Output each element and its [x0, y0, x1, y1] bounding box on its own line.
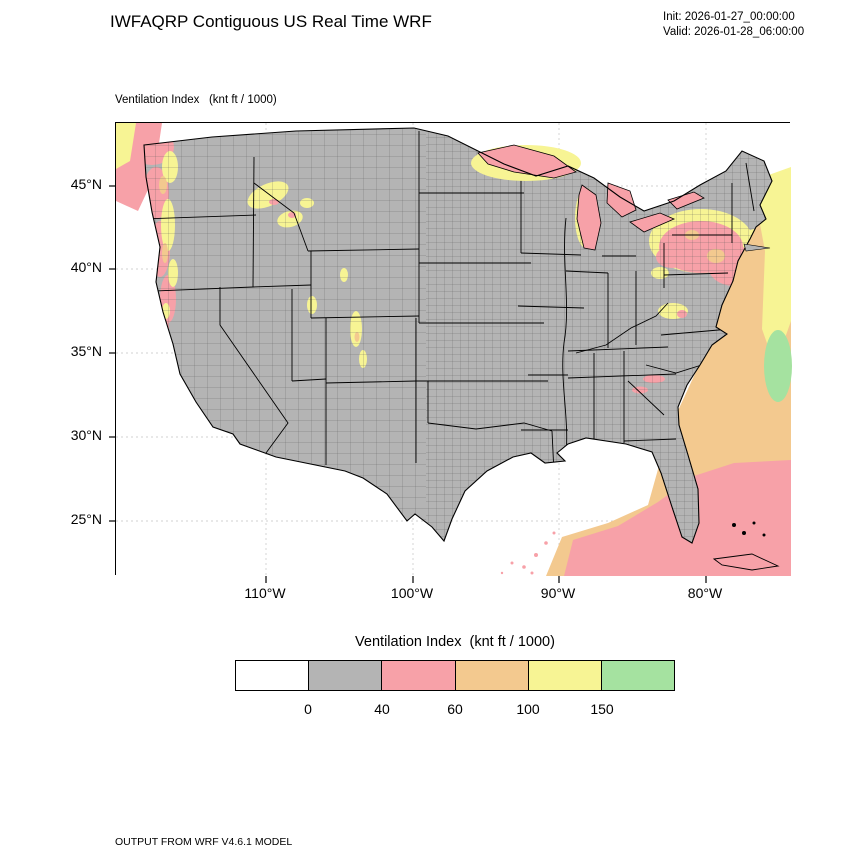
x-axis-label: 100°W: [390, 585, 434, 601]
x-axis-label: 80°W: [687, 585, 723, 601]
colorbar-segment: [600, 660, 676, 691]
y-axis-label: 25°N: [70, 511, 102, 527]
colorbar-segment: [381, 660, 456, 691]
colorbar-segment: [527, 660, 602, 691]
page-title: IWFAQRP Contiguous US Real Time WRF: [110, 12, 432, 31]
init-time: Init: 2026-01-27_00:00:00: [663, 11, 795, 23]
model-info: OUTPUT FROM WRF V4.6.1 MODEL WE = 580 ; …: [115, 806, 528, 850]
colorbar-segment: [308, 660, 383, 691]
map-subtitle: Ventilation Index (knt ft / 1000): [115, 94, 277, 106]
map-area: [109, 122, 792, 583]
state-boundaries: [144, 131, 755, 474]
legend-tick-label: 60: [447, 701, 463, 717]
legend-tick-label: 0: [304, 701, 312, 717]
legend-title: Ventilation Index (knt ft / 1000): [355, 634, 555, 650]
model-times: Init: 2026-01-27_00:00:00 Valid: 2026-01…: [663, 10, 804, 40]
islands: [712, 243, 780, 571]
colorbar-segment: [235, 660, 310, 691]
x-axis-label: 90°W: [540, 585, 576, 601]
y-axis-label: 40°N: [70, 259, 102, 275]
y-axis-label: 35°N: [70, 343, 102, 359]
map-svg: [109, 123, 792, 583]
legend-tick-label: 40: [374, 701, 390, 717]
model-info-line1: OUTPUT FROM WRF V4.6.1 MODEL: [115, 836, 293, 849]
us-outline: [143, 127, 773, 544]
axis-ticks: [109, 185, 707, 583]
legend-colorbar: [235, 660, 676, 691]
valid-time: Valid: 2026-01-28_06:00:00: [663, 25, 805, 38]
x-axis-label: 110°W: [244, 585, 286, 601]
y-axis-label: 30°N: [70, 427, 102, 443]
y-axis-label: 45°N: [70, 176, 102, 192]
colorbar-segment: [454, 660, 529, 691]
gulf-stipple: [500, 531, 556, 575]
legend-tick-label: 150: [590, 701, 614, 717]
legend-tick-label: 100: [516, 701, 540, 717]
